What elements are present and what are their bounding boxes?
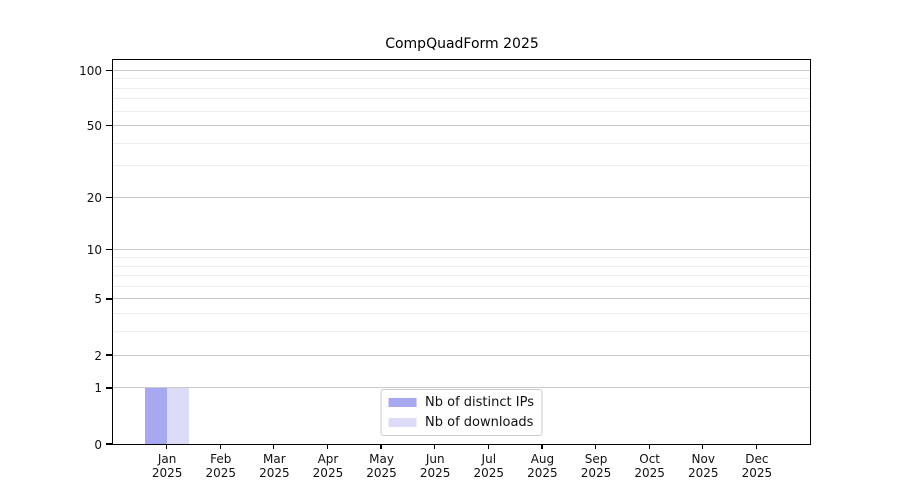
- y-axis-tick: [105, 443, 112, 445]
- x-tick-label: Dec 2025: [725, 452, 789, 480]
- minor-gridline: [113, 257, 810, 259]
- legend-label: Nb of distinct IPs: [425, 395, 534, 410]
- x-tick-label-year: 2025: [366, 465, 397, 480]
- x-axis-tick: [702, 444, 704, 449]
- x-tick-label-year: 2025: [580, 465, 612, 480]
- major-gridline: [113, 354, 810, 356]
- major-gridline: [113, 196, 810, 198]
- x-tick-label-year: 2025: [312, 465, 344, 480]
- major-gridline: [113, 298, 810, 300]
- y-tick-label: 5: [94, 292, 102, 307]
- x-tick-label-year: 2025: [151, 465, 183, 480]
- x-tick-label-month: Nov: [691, 451, 715, 466]
- minor-gridline: [113, 313, 810, 315]
- y-tick-label: 0: [94, 437, 102, 452]
- y-axis-tick: [105, 124, 112, 127]
- legend-swatch: [388, 398, 417, 407]
- y-tick-label: 50: [86, 119, 102, 134]
- minor-gridline: [113, 265, 810, 267]
- x-axis-tick: [380, 444, 382, 449]
- x-tick-label: Mar 2025: [242, 452, 306, 480]
- x-tick-label-month: May: [369, 451, 394, 466]
- bar-distinct-ips: [144, 387, 167, 444]
- x-tick-label-month: Mar: [263, 451, 286, 466]
- y-axis-tick: [105, 196, 112, 199]
- minor-gridline: [113, 78, 810, 80]
- x-axis-tick: [273, 444, 275, 449]
- x-tick-label: Jun 2025: [403, 452, 467, 480]
- y-axis-tick: [105, 69, 112, 71]
- x-tick-label-month: Apr: [317, 451, 339, 466]
- chart-legend: Nb of distinct IPs Nb of downloads: [380, 389, 543, 436]
- x-tick-label-year: 2025: [419, 465, 451, 480]
- minor-gridline: [113, 275, 810, 277]
- legend-item: Nb of distinct IPs: [388, 395, 534, 410]
- x-tick-label: Apr 2025: [296, 452, 360, 480]
- x-tick-label-year: 2025: [634, 465, 665, 480]
- minor-gridline: [113, 98, 810, 100]
- x-tick-label-year: 2025: [473, 465, 505, 480]
- y-tick-label: 10: [86, 243, 102, 258]
- x-axis-tick: [165, 444, 168, 449]
- y-axis-tick: [105, 298, 112, 300]
- y-axis-tick: [105, 387, 112, 389]
- x-axis-tick: [434, 444, 436, 449]
- x-axis-tick: [648, 444, 650, 449]
- minor-gridline: [113, 87, 810, 89]
- x-tick-label: Aug 2025: [510, 452, 574, 480]
- major-gridline: [113, 249, 810, 251]
- legend-label: Nb of downloads: [425, 415, 534, 430]
- x-tick-label: Sep 2025: [564, 452, 628, 480]
- y-axis-tick: [105, 354, 112, 356]
- legend-item: Nb of downloads: [388, 415, 534, 430]
- x-tick-label-month: Sep: [584, 451, 608, 466]
- x-axis-tick: [487, 444, 489, 449]
- x-tick-label-year: 2025: [205, 465, 236, 480]
- minor-gridline: [113, 331, 810, 333]
- x-axis-tick: [541, 444, 543, 449]
- chart-title: CompQuadForm 2025: [385, 36, 539, 52]
- y-tick-label: 2: [94, 348, 102, 363]
- x-axis-tick: [594, 444, 597, 449]
- x-axis-tick: [219, 444, 221, 449]
- y-tick-label: 20: [86, 190, 102, 205]
- legend-swatch: [388, 418, 417, 427]
- x-tick-label-month: Oct: [639, 451, 661, 466]
- x-tick-label: May 2025: [350, 452, 414, 480]
- x-tick-label-year: 2025: [259, 465, 290, 480]
- bar-downloads: [166, 387, 189, 444]
- x-tick-label-month: Jun: [425, 451, 445, 466]
- x-axis-tick: [755, 444, 758, 449]
- x-axis-tick: [326, 444, 329, 449]
- minor-gridline: [113, 165, 810, 167]
- y-tick-label: 100: [79, 63, 102, 78]
- y-axis-tick: [105, 249, 112, 251]
- minor-gridline: [113, 110, 810, 112]
- x-tick-label: Oct 2025: [618, 452, 682, 480]
- plot-area: Nb of distinct IPs Nb of downloads: [105, 59, 811, 449]
- x-tick-label: Jan 2025: [135, 452, 199, 480]
- x-tick-label-month: Jul: [481, 451, 497, 466]
- x-tick-label: Jul 2025: [457, 452, 521, 480]
- major-gridline: [113, 387, 810, 389]
- x-tick-label-month: Dec: [745, 451, 769, 466]
- minor-gridline: [113, 142, 810, 144]
- x-tick-label: Nov 2025: [671, 452, 735, 480]
- x-tick-label-month: Feb: [210, 451, 232, 466]
- y-tick-label: 1: [94, 381, 102, 396]
- x-tick-label-year: 2025: [687, 465, 719, 480]
- x-tick-label-month: Jan: [157, 451, 177, 466]
- major-gridline: [113, 69, 810, 71]
- x-tick-label-year: 2025: [527, 465, 558, 480]
- x-tick-label: Feb 2025: [189, 452, 253, 480]
- x-tick-label-month: Aug: [530, 451, 555, 466]
- major-gridline: [113, 125, 810, 127]
- x-tick-label-year: 2025: [741, 465, 773, 480]
- minor-gridline: [113, 285, 810, 287]
